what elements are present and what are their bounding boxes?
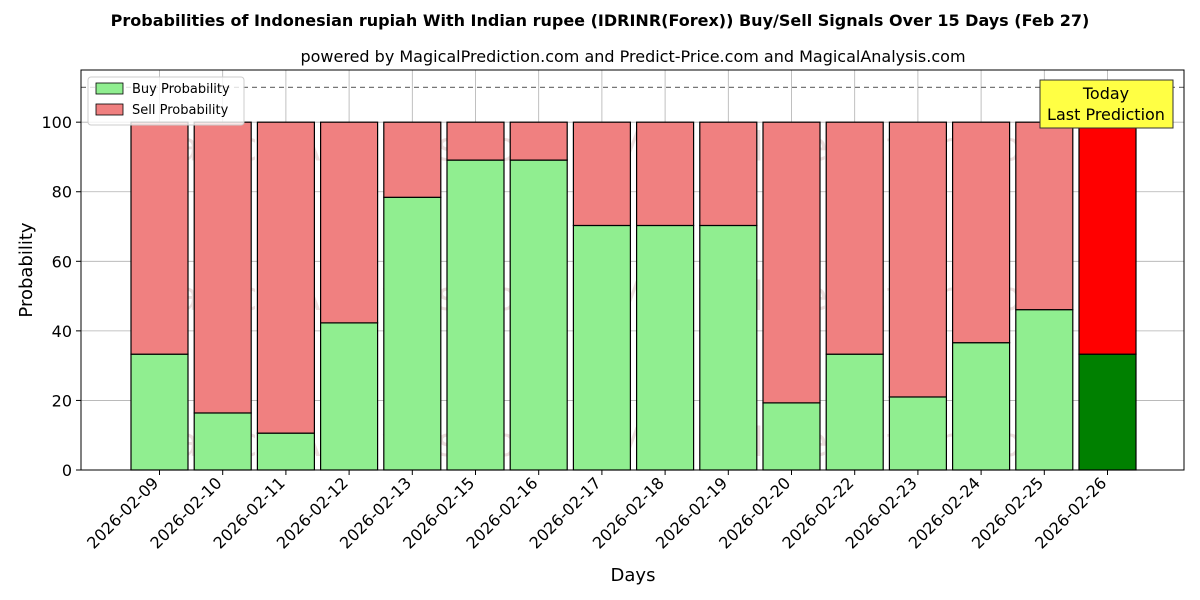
- legend-label-buy: Buy Probability: [132, 82, 230, 97]
- bar-sell-2026-02-09: [130, 121, 189, 355]
- bar-buy-2026-02-17: [572, 224, 632, 471]
- legend-swatch-buy: [95, 82, 124, 95]
- bar-sell-2026-02-12: [320, 121, 379, 324]
- x-axis-label: Days: [611, 565, 656, 586]
- bar-buy-2026-02-26: [1078, 353, 1137, 471]
- y-axis-ticks: 0 20 40 60 80 100: [41, 113, 81, 480]
- y-tick-label-2: 40: [52, 322, 72, 341]
- legend-box: [87, 76, 245, 126]
- bar-sell-2026-02-20: [762, 121, 821, 404]
- bar-buy-2026-02-18: [635, 224, 695, 471]
- bar-buy-2026-02-16: [509, 159, 568, 471]
- y-tick-label-4: 80: [52, 183, 72, 202]
- legend: Buy Probability Sell Probability: [87, 76, 245, 126]
- bar-buy-2026-02-12: [320, 322, 379, 471]
- bar-buy-2026-02-19: [699, 224, 758, 471]
- bar-sell-2026-02-15: [446, 121, 505, 161]
- bar-sell-2026-02-10: [193, 121, 252, 414]
- today-annotation: Today Last Prediction: [1039, 79, 1174, 129]
- bar-sell-2026-02-22: [825, 121, 884, 355]
- chart-title: Probabilities of Indonesian rupiah With …: [111, 11, 1090, 30]
- annotation-line-1: Today: [1082, 84, 1129, 103]
- bar-sell-2026-02-25: [1015, 121, 1074, 311]
- plot-frame: [80, 69, 1185, 471]
- bar-buy-2026-02-24: [951, 342, 1011, 471]
- bar-buy-2026-02-20: [762, 402, 821, 471]
- bar-sell-2026-02-16: [509, 121, 568, 161]
- bar-buy-2026-02-23: [888, 396, 948, 471]
- x-axis-ticks: 2026-02-092026-02-102026-02-112026-02-12…: [83, 470, 1110, 553]
- y-tick-label-5: 100: [41, 113, 72, 132]
- y-tick-label-3: 60: [52, 252, 72, 271]
- bar-sell-2026-02-24: [951, 121, 1011, 344]
- chart-subtitle: powered by MagicalPrediction.com and Pre…: [300, 47, 965, 66]
- bar-buy-2026-02-15: [446, 159, 505, 471]
- bar-sell-2026-02-13: [383, 121, 442, 198]
- bar-sell-2026-02-26: [1078, 121, 1137, 355]
- bar-sell-2026-02-18: [635, 121, 695, 227]
- bar-sell-2026-02-23: [888, 121, 948, 398]
- bar-buy-2026-02-09: [130, 353, 189, 471]
- bar-buy-2026-02-10: [193, 412, 252, 471]
- bar-sell-2026-02-19: [699, 121, 758, 227]
- bar-sell-2026-02-17: [572, 121, 632, 227]
- annotation-box: [1039, 79, 1174, 129]
- bar-buy-2026-02-13: [383, 196, 442, 471]
- bar-buy-2026-02-11: [256, 432, 315, 471]
- bar-buy-2026-02-22: [825, 353, 884, 471]
- annotation-line-2: Last Prediction: [1047, 105, 1165, 124]
- y-tick-label-0: 0: [62, 461, 72, 480]
- bars: [130, 121, 1137, 471]
- bar-buy-2026-02-25: [1015, 309, 1074, 471]
- y-axis-label: Probability: [16, 222, 37, 317]
- y-tick-label-1: 20: [52, 391, 72, 410]
- legend-swatch-sell: [95, 103, 124, 116]
- bar-sell-2026-02-11: [256, 121, 315, 434]
- legend-label-sell: Sell Probability: [132, 103, 229, 118]
